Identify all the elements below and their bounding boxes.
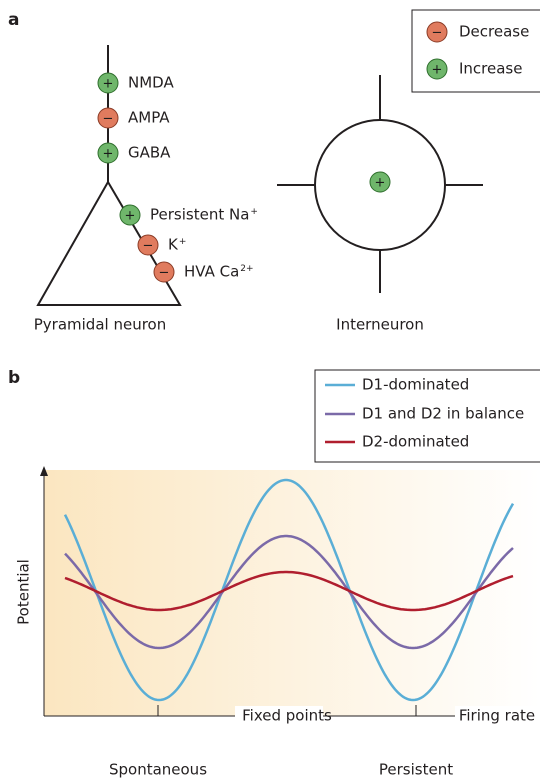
receptor-sign: −	[159, 266, 170, 281]
receptor-label: AMPA	[128, 109, 170, 127]
legend-text: D2-dominated	[362, 433, 469, 451]
receptor-label: K	[168, 236, 179, 254]
legend-text: Increase	[459, 60, 522, 78]
receptors: +NMDA−AMPA+GABA+Persistent Na+−K+−HVA Ca…	[98, 73, 258, 282]
receptor-superscript: +	[179, 237, 187, 247]
receptor-label: NMDA	[128, 74, 174, 92]
point-label: Persistent	[379, 761, 453, 779]
receptor-label: GABA	[128, 144, 171, 162]
receptor-sign: +	[125, 209, 136, 224]
bracket-label: Fixed points	[242, 707, 332, 725]
receptor-superscript: +	[250, 207, 258, 217]
receptor-sign: −	[143, 239, 154, 254]
legend-text: Decrease	[459, 23, 529, 41]
plot-background	[44, 470, 540, 716]
figure: a − Decrease + Increase +NMDA−AMPA+GABA+…	[0, 0, 540, 780]
y-axis-label: Potential	[15, 559, 33, 625]
legend-text: D1 and D2 in balance	[362, 405, 524, 423]
receptor-sign: −	[103, 112, 114, 127]
receptor-sign: +	[103, 147, 114, 162]
receptor-superscript: 2+	[240, 264, 253, 274]
legend-text: D1-dominated	[362, 376, 469, 394]
receptor-sign: +	[103, 77, 114, 92]
receptor-label: HVA Ca	[184, 263, 239, 281]
legend-sign: +	[432, 63, 443, 78]
receptor-sign: +	[375, 176, 386, 191]
legend-sign: −	[432, 26, 443, 41]
neuron-label: Interneuron	[336, 316, 424, 334]
neuron-label: Pyramidal neuron	[34, 316, 166, 334]
panel-label: a	[8, 10, 19, 30]
point-label: Spontaneous	[109, 761, 207, 779]
soma	[38, 182, 180, 305]
receptor-label: Persistent Na	[150, 206, 249, 224]
x-axis-label: Firing rate	[459, 707, 535, 725]
panel-label: b	[8, 368, 20, 388]
